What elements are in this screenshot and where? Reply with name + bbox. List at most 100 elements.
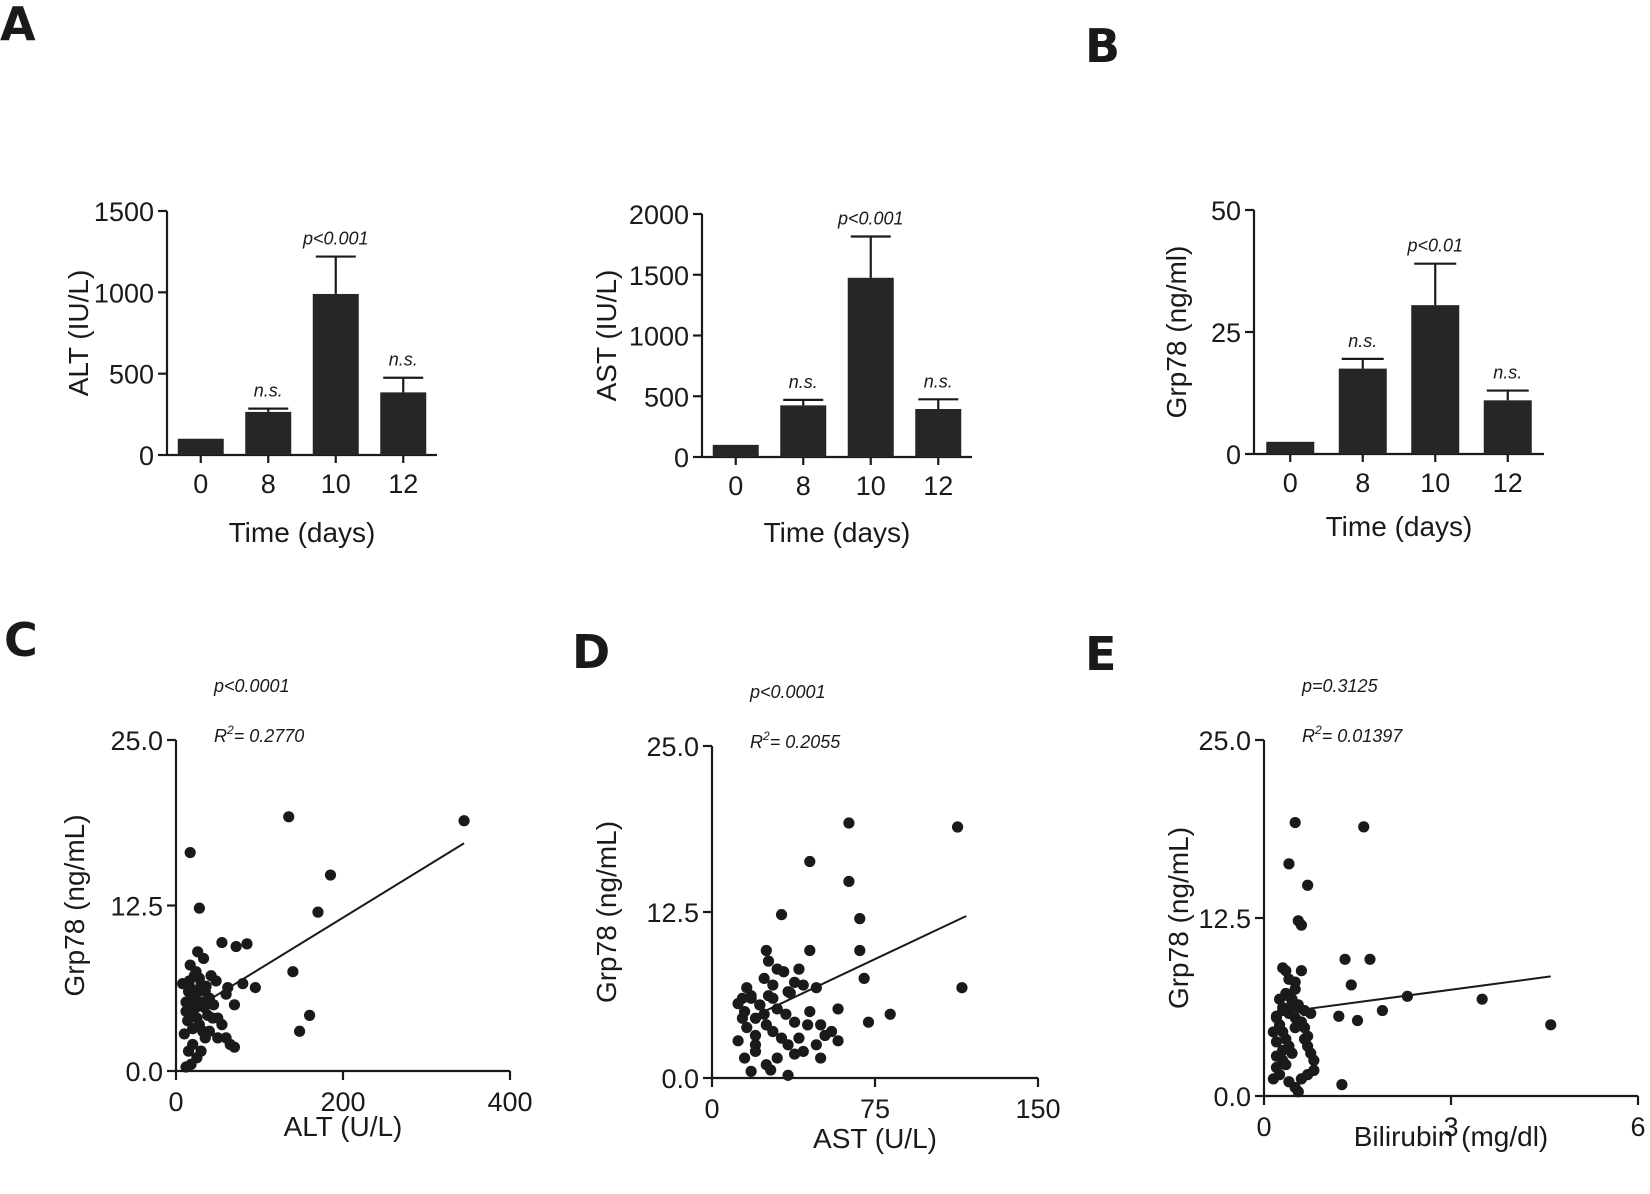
r-squared-symbol: R <box>750 732 763 752</box>
data-point <box>1308 1064 1320 1076</box>
data-point <box>1358 821 1370 833</box>
data-point <box>745 1065 757 1077</box>
y-tick-label: 0.0 <box>661 1064 699 1094</box>
significance-label: n.s. <box>924 371 953 391</box>
data-point <box>458 815 470 827</box>
bar-0 <box>712 444 759 457</box>
panel-label-d: D <box>572 625 610 679</box>
data-point <box>1289 816 1301 829</box>
data-point <box>178 1028 190 1040</box>
x-axis-title: AST (U/L) <box>813 1123 937 1154</box>
alt-scatter-chart: 0.0 12.5 25.0 Grp78 (ng/mL) ALT (U/L) 0 200 400… <box>59 676 533 1142</box>
x-tick-label: 8 <box>261 469 276 499</box>
data-point <box>778 966 790 978</box>
x-tick-label: 10 <box>321 469 351 499</box>
data-point <box>182 1045 195 1057</box>
data-point <box>187 1023 199 1035</box>
x-tick-label: 0 <box>1283 468 1298 498</box>
r-squared-value: = 0.2770 <box>234 726 305 746</box>
data-point <box>1298 1022 1311 1034</box>
x-tick-label: 0 <box>728 471 743 501</box>
data-point <box>767 979 779 991</box>
data-point <box>1277 1002 1289 1014</box>
y-tick-label: 0.0 <box>125 1057 163 1087</box>
x-tick-label: 0 <box>704 1094 719 1124</box>
data-point <box>771 1052 783 1064</box>
ast-scatter-chart: 0.0 12.5 25.0 Grp78 (ng/mL) AST (U/L) 0 75 150 p… <box>591 682 1061 1154</box>
data-point <box>749 1012 762 1024</box>
significance-label: n.s. <box>789 372 818 392</box>
significance-label: n.s. <box>1348 331 1377 351</box>
data-point <box>1295 919 1307 931</box>
data-point <box>200 980 212 992</box>
data-point <box>780 1008 792 1020</box>
r-squared-label: R2= 0.01397 <box>1302 723 1403 746</box>
data-point <box>788 1016 801 1028</box>
data-point <box>1345 979 1357 991</box>
p-value-label: p=0.3125 <box>1301 676 1379 696</box>
data-point <box>760 944 772 957</box>
data-point <box>1302 879 1314 891</box>
data-point <box>797 979 809 991</box>
regression-line <box>200 842 465 1006</box>
data-point <box>832 1035 844 1047</box>
data-point <box>762 990 775 1002</box>
panel-label-e: E <box>1085 627 1116 681</box>
regression-line <box>755 915 967 1017</box>
y-tick-label: 0 <box>1226 440 1241 470</box>
y-tick-label: 2000 <box>629 200 689 230</box>
data-point <box>784 987 796 999</box>
data-point <box>324 869 337 881</box>
y-tick-label: 12.5 <box>110 892 163 922</box>
regression-line <box>1295 975 1551 1012</box>
data-point <box>212 1032 224 1044</box>
data-point <box>193 902 205 914</box>
r-squared-superscript: 2 <box>1314 723 1322 737</box>
data-point <box>797 1045 809 1058</box>
data-point <box>216 936 228 949</box>
data-point <box>1545 1019 1557 1031</box>
p-value-label: p<0.0001 <box>213 676 290 696</box>
y-tick-label: 0 <box>139 441 154 471</box>
data-point <box>810 1039 822 1051</box>
x-tick-label: 200 <box>320 1087 365 1117</box>
data-point <box>192 946 204 958</box>
x-axis-title: Time (days) <box>1326 511 1473 542</box>
x-tick-label: 10 <box>1420 468 1450 498</box>
data-point <box>207 1012 219 1024</box>
data-point <box>767 1025 779 1038</box>
data-point <box>1289 976 1301 988</box>
y-tick-label: 1500 <box>629 261 689 291</box>
data-point <box>312 906 324 918</box>
data-point <box>802 1019 814 1031</box>
data-point <box>193 972 205 984</box>
data-point <box>775 909 788 921</box>
data-point <box>1308 1054 1320 1066</box>
x-tick-label: 150 <box>1015 1094 1060 1124</box>
data-point <box>1333 1010 1345 1022</box>
x-tick-label: 8 <box>796 471 811 501</box>
data-point <box>1476 993 1488 1005</box>
data-point <box>1305 1007 1317 1020</box>
data-point <box>1292 1086 1304 1098</box>
data-point <box>287 966 299 978</box>
data-point <box>758 972 770 985</box>
panel-label-c: C <box>4 613 38 667</box>
x-tick-label: 0 <box>1256 1112 1271 1142</box>
bilirubin-scatter-chart: 0.0 12.5 25.0 Grp78 (ng/mL) Bilirubin (mg/dl… <box>1163 676 1646 1152</box>
x-tick-label: 400 <box>487 1087 532 1117</box>
data-point <box>293 1025 306 1037</box>
x-axis-title: Bilirubin (mg/dl) <box>1354 1121 1549 1152</box>
data-point <box>1295 1073 1307 1085</box>
data-point <box>854 913 866 925</box>
data-point <box>804 1006 816 1018</box>
data-point <box>1270 1036 1283 1048</box>
data-point <box>1270 1010 1283 1022</box>
data-point <box>815 1052 827 1064</box>
data-point <box>210 975 222 987</box>
y-tick-label: 25.0 <box>1198 726 1251 756</box>
data-point <box>1286 1047 1298 1059</box>
data-point <box>782 1039 794 1051</box>
data-point <box>815 1019 827 1031</box>
